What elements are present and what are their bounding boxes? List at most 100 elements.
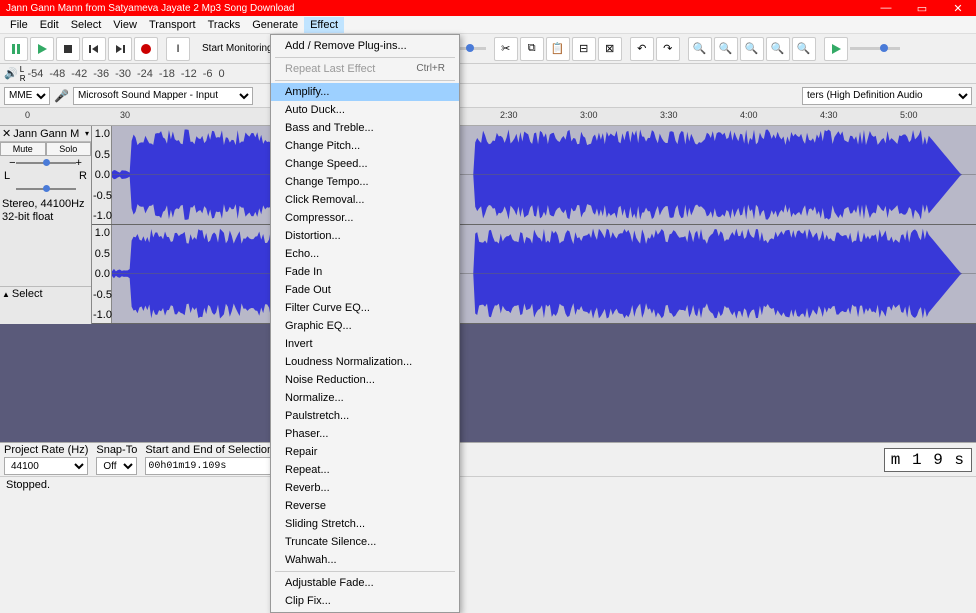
silence-button[interactable]: ⊠	[598, 37, 622, 61]
speaker-meter-icon: 🔊	[4, 67, 18, 80]
play-button[interactable]	[30, 37, 54, 61]
zoom-toggle-button[interactable]: 🔍	[792, 37, 816, 61]
meter-row: 🔊 LR -54-48-42-36-30-24-18-12-60	[0, 64, 976, 84]
effect-item-reverb[interactable]: Reverb...	[271, 479, 459, 497]
selection-tool[interactable]: I	[166, 37, 190, 61]
selection-label: Start and End of Selection	[145, 444, 273, 456]
project-rate-select[interactable]: 44100	[4, 457, 88, 475]
cut-button[interactable]: ✂	[494, 37, 518, 61]
effect-item-repeat[interactable]: Repeat...	[271, 461, 459, 479]
undo-button[interactable]: ↶	[630, 37, 654, 61]
menubar: FileEditSelectViewTransportTracksGenerat…	[0, 16, 976, 34]
track-name[interactable]: Jann Gann M	[13, 128, 85, 140]
close-button[interactable]: ✕	[946, 2, 970, 15]
wave-channel-right[interactable]: 1.00.50.0-0.5-1.0	[92, 225, 976, 324]
track-menu-icon[interactable]: ▾	[85, 129, 89, 138]
play-meter: -54-48-42-36-30-24-18-12-60	[27, 68, 224, 80]
zoom-in-button[interactable]: 🔍	[688, 37, 712, 61]
effect-item-sliding-stretch[interactable]: Sliding Stretch...	[271, 515, 459, 533]
effect-item-graphic-eq[interactable]: Graphic EQ...	[271, 317, 459, 335]
menu-select[interactable]: Select	[65, 17, 108, 33]
mute-button[interactable]: Mute	[0, 142, 46, 156]
speed-slider[interactable]	[850, 47, 900, 50]
effect-item-truncate-silence[interactable]: Truncate Silence...	[271, 533, 459, 551]
effect-item-change-speed[interactable]: Change Speed...	[271, 155, 459, 173]
snap-select[interactable]: Off	[96, 457, 137, 475]
effect-item-wahwah[interactable]: Wahwah...	[271, 551, 459, 569]
menu-generate[interactable]: Generate	[246, 17, 304, 33]
effect-item-noise-reduction[interactable]: Noise Reduction...	[271, 371, 459, 389]
zoom-out-button[interactable]: 🔍	[714, 37, 738, 61]
effect-item-add-remove-plug-ins[interactable]: Add / Remove Plug-ins...	[271, 37, 459, 55]
window-title: Jann Gann Mann from Satyameva Jayate 2 M…	[6, 3, 874, 14]
skip-end-button[interactable]	[108, 37, 132, 61]
zoom-fit-button[interactable]: 🔍	[766, 37, 790, 61]
effect-item-loudness-normalization[interactable]: Loudness Normalization...	[271, 353, 459, 371]
snap-label: Snap-To	[96, 444, 137, 456]
pause-button[interactable]	[4, 37, 28, 61]
input-device-select[interactable]: Microsoft Sound Mapper - Input	[73, 87, 253, 105]
collapse-icon[interactable]: ▲	[2, 290, 10, 299]
effect-item-normalize[interactable]: Normalize...	[271, 389, 459, 407]
trim-button[interactable]: ⊟	[572, 37, 596, 61]
select-label[interactable]: Select	[12, 288, 43, 300]
record-button[interactable]	[134, 37, 158, 61]
pan-slider[interactable]	[0, 182, 91, 196]
copy-button[interactable]: ⧉	[520, 37, 544, 61]
menu-effect[interactable]: Effect	[304, 17, 344, 33]
menu-view[interactable]: View	[107, 17, 143, 33]
paste-button[interactable]: 📋	[546, 37, 570, 61]
output-device-select[interactable]: ters (High Definition Audio	[802, 87, 972, 105]
selection-start-field[interactable]: 00h01m19.109s	[145, 457, 273, 475]
track-close-icon[interactable]: ✕	[2, 127, 11, 140]
effect-item-repair[interactable]: Repair	[271, 443, 459, 461]
monitor-label[interactable]: Start Monitoring	[198, 43, 277, 54]
lr-label: LR	[20, 65, 26, 83]
effect-item-change-pitch[interactable]: Change Pitch...	[271, 137, 459, 155]
zoom-fit-sel-button[interactable]: 🔍	[740, 37, 764, 61]
effect-item-distortion[interactable]: Distortion...	[271, 227, 459, 245]
tracks-area: ✕ Jann Gann M ▾ Mute Solo −+ LR Stereo, …	[0, 126, 976, 324]
effect-item-filter-curve-eq[interactable]: Filter Curve EQ...	[271, 299, 459, 317]
status-text: Stopped.	[6, 479, 50, 491]
stop-button[interactable]	[56, 37, 80, 61]
effect-item-bass-and-treble[interactable]: Bass and Treble...	[271, 119, 459, 137]
menu-tracks[interactable]: Tracks	[202, 17, 247, 33]
redo-button[interactable]: ↷	[656, 37, 680, 61]
mic-device-icon: 🎤	[54, 89, 69, 103]
timeline-ruler[interactable]: 0302:303:003:304:004:305:00	[0, 108, 976, 126]
effect-item-paulstretch[interactable]: Paulstretch...	[271, 407, 459, 425]
host-select[interactable]: MME	[4, 87, 50, 105]
effect-item-auto-duck[interactable]: Auto Duck...	[271, 101, 459, 119]
gain-slider[interactable]: −+	[0, 156, 91, 170]
play-at-speed-button[interactable]	[824, 37, 848, 61]
menu-file[interactable]: File	[4, 17, 34, 33]
effect-item-clip-fix[interactable]: Clip Fix...	[271, 592, 459, 610]
effect-menu-dropdown: Add / Remove Plug-ins...Repeat Last Effe…	[270, 34, 460, 613]
device-toolbar: MME 🎤 Microsoft Sound Mapper - Input ter…	[0, 84, 976, 108]
effect-item-reverse[interactable]: Reverse	[271, 497, 459, 515]
skip-start-button[interactable]	[82, 37, 106, 61]
wave-channel-left[interactable]: 1.00.50.0-0.5-1.0	[92, 126, 976, 225]
effect-item-phaser[interactable]: Phaser...	[271, 425, 459, 443]
effect-item-click-removal[interactable]: Click Removal...	[271, 191, 459, 209]
effect-item-fade-out[interactable]: Fade Out	[271, 281, 459, 299]
rate-label: Project Rate (Hz)	[4, 444, 88, 456]
effect-item-echo[interactable]: Echo...	[271, 245, 459, 263]
effect-item-fade-in[interactable]: Fade In	[271, 263, 459, 281]
statusbar: Stopped.	[0, 476, 976, 494]
effect-item-compressor[interactable]: Compressor...	[271, 209, 459, 227]
minimize-button[interactable]: —	[874, 2, 898, 15]
effect-item-adjustable-fade[interactable]: Adjustable Fade...	[271, 574, 459, 592]
effect-item-invert[interactable]: Invert	[271, 335, 459, 353]
effect-item-change-tempo[interactable]: Change Tempo...	[271, 173, 459, 191]
menu-transport[interactable]: Transport	[143, 17, 202, 33]
solo-button[interactable]: Solo	[46, 142, 92, 156]
effect-item-amplify[interactable]: Amplify...	[271, 83, 459, 101]
track-control-panel: ✕ Jann Gann M ▾ Mute Solo −+ LR Stereo, …	[0, 126, 92, 324]
menu-edit[interactable]: Edit	[34, 17, 65, 33]
empty-track-area[interactable]	[0, 324, 976, 442]
waveform-area[interactable]: 1.00.50.0-0.5-1.0 1.00.50.0-0.5-1.0	[92, 126, 976, 324]
maximize-button[interactable]: ▭	[910, 2, 934, 15]
time-display: m 1 9 s	[884, 448, 972, 472]
